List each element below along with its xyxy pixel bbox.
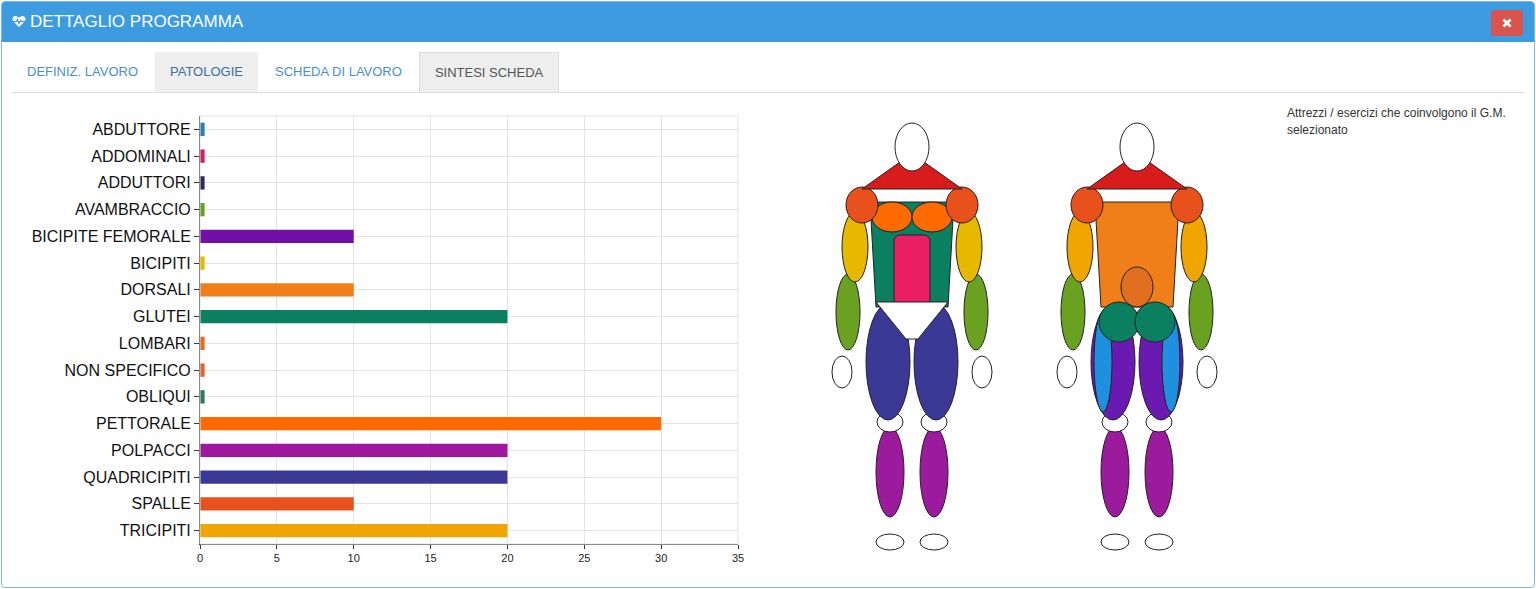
html-text:SINTESI SCHEDA: SINTESI SCHEDA [434, 65, 544, 80]
svg-text:POLPACCI: POLPACCI [111, 442, 191, 459]
svg-text:ABDUTTORE: ABDUTTORE [92, 121, 190, 138]
svg-text:GLUTEI: GLUTEI [133, 308, 191, 325]
svg-text:PETTORALE: PETTORALE [96, 415, 191, 432]
svg-text:ADDOMINALI: ADDOMINALI [91, 148, 191, 165]
svg-text:OBLIQUI: OBLIQUI [126, 388, 191, 405]
html-text:Attrezzi / esercizi che coinvo: Attrezzi / esercizi che coinvolgono il G… [1287, 106, 1506, 137]
svg-text:TRICIPITI: TRICIPITI [120, 522, 191, 539]
svg-text:NON SPECIFICO: NON SPECIFICO [65, 362, 191, 379]
svg-text:15: 15 [424, 552, 436, 564]
svg-text:10: 10 [348, 552, 360, 564]
svg-text:AVAMBRACCIO: AVAMBRACCIO [75, 201, 191, 218]
svg-text:30: 30 [655, 552, 667, 564]
html-text:DETTAGLIO PROGRAMMA: DETTAGLIO PROGRAMMA [30, 12, 244, 31]
svg-text:QUADRICIPITI: QUADRICIPITI [83, 469, 191, 486]
svg-text:20: 20 [501, 552, 513, 564]
svg-text:5: 5 [274, 552, 280, 564]
html-text:PATOLOGIE: PATOLOGIE [170, 64, 243, 79]
html-text:DEFINIZ. LAVORO: DEFINIZ. LAVORO [27, 64, 138, 79]
svg-text:DORSALI: DORSALI [121, 281, 191, 298]
html-text:SCHEDA DI LAVORO: SCHEDA DI LAVORO [275, 64, 402, 79]
svg-text:LOMBARI: LOMBARI [119, 335, 191, 352]
svg-text:25: 25 [578, 552, 590, 564]
svg-text:35: 35 [732, 552, 744, 564]
svg-text:ADDUTTORI: ADDUTTORI [98, 174, 191, 191]
svg-text:BICIPITI: BICIPITI [130, 255, 190, 272]
svg-text:BICIPITE FEMORALE: BICIPITE FEMORALE [32, 228, 191, 245]
svg-text:SPALLE: SPALLE [132, 495, 191, 512]
svg-text:0: 0 [197, 552, 203, 564]
